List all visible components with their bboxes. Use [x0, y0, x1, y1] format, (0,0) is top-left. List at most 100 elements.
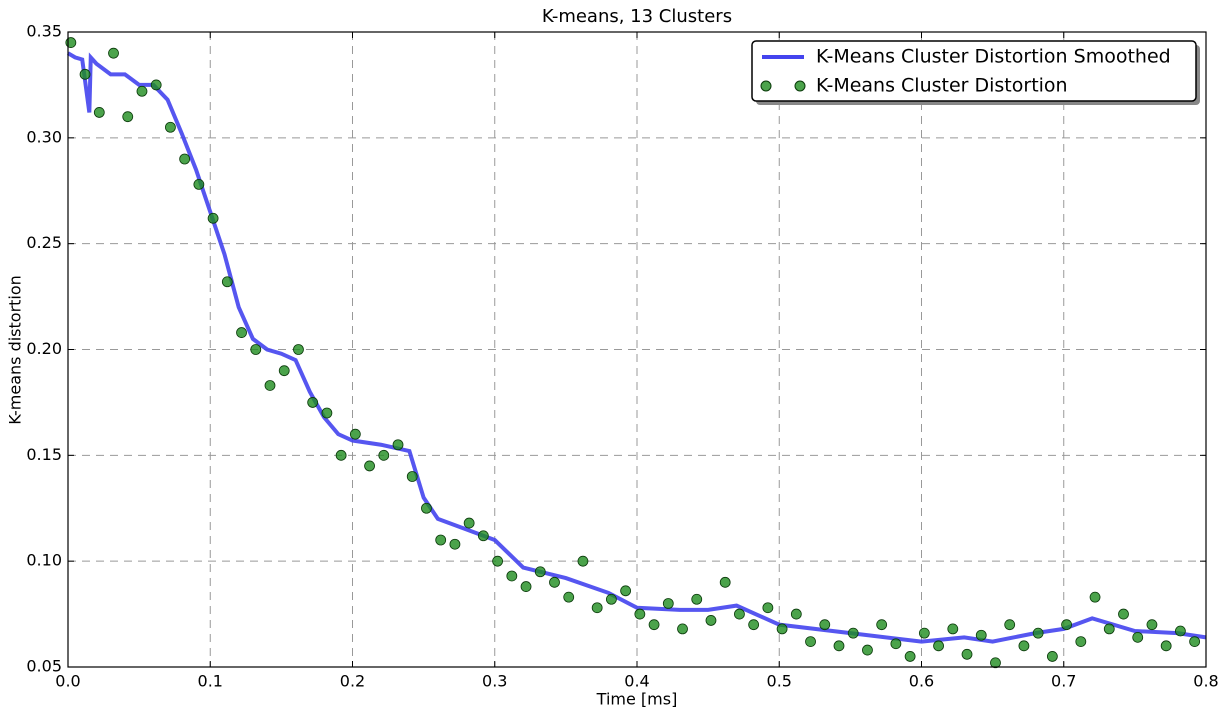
scatter-point: [65, 37, 77, 48]
scatter-point: [918, 627, 930, 639]
scatter-point: [762, 602, 774, 614]
y-tick-label: 0.25: [26, 233, 62, 252]
x-tick-label: 0.3: [482, 672, 507, 691]
scatter-point: [477, 530, 489, 542]
scatter-point: [1089, 591, 1101, 603]
scatter-point: [591, 602, 603, 614]
scatter-point: [307, 397, 319, 408]
legend-label: K-Means Cluster Distortion: [816, 75, 1068, 97]
scatter-point: [108, 47, 119, 59]
scatter-point: [136, 85, 148, 97]
x-tick-label: 0.7: [1051, 672, 1076, 691]
scatter-point: [634, 608, 646, 620]
scatter-point: [449, 538, 461, 550]
scatter-point: [207, 212, 219, 224]
scatter-point: [150, 79, 162, 91]
scatter-point: [193, 178, 205, 190]
scatter-point: [847, 627, 859, 639]
scatter-point: [1189, 636, 1201, 647]
scatter-point: [406, 471, 418, 482]
scatter-point: [250, 344, 262, 355]
scatter-point: [1004, 619, 1016, 631]
scatter-point: [1118, 608, 1129, 620]
y-tick-label: 0.05: [26, 657, 62, 676]
legend-swatch: [760, 80, 772, 92]
scatter-point: [1032, 627, 1044, 639]
scatter-point: [790, 608, 802, 620]
scatter-point: [705, 615, 717, 626]
scatter-point: [122, 111, 134, 123]
y-tick-label: 0.20: [26, 339, 62, 358]
scatter-point: [1075, 636, 1087, 647]
scatter-point: [605, 593, 617, 605]
scatter-point: [1174, 625, 1186, 637]
scatter-point: [179, 153, 191, 165]
legend-label: K-Means Cluster Distortion Smoothed: [816, 46, 1171, 68]
scatter-point: [876, 619, 888, 631]
scatter-point: [1160, 640, 1172, 652]
scatter-point: [93, 107, 105, 118]
scatter-point: [421, 502, 432, 514]
x-tick-label: 0.6: [909, 672, 934, 691]
scatter-point: [435, 534, 447, 546]
smoothed-line: [66, 51, 1207, 644]
scatter-point: [947, 623, 959, 635]
scatter-point: [378, 449, 390, 461]
scatter-point: [1146, 619, 1158, 631]
scatter-point: [933, 640, 944, 652]
legend-swatch: [794, 80, 806, 92]
scatter-point: [349, 428, 361, 440]
scatter-point: [364, 460, 375, 472]
scatter-point: [1132, 631, 1144, 643]
scatter-point: [264, 380, 276, 391]
scatter-point: [1046, 651, 1058, 662]
scatter-point: [506, 570, 518, 582]
scatter-point: [734, 608, 745, 620]
scatter-point: [975, 629, 987, 641]
scatter-point: [293, 344, 304, 355]
scatter-point: [577, 555, 589, 567]
scatter-point: [520, 581, 532, 592]
scatter-point: [662, 598, 674, 609]
y-tick-label: 0.10: [26, 551, 62, 570]
x-tick-label: 0.2: [340, 672, 365, 691]
scatter-point: [819, 619, 831, 631]
x-tick-label: 0.1: [198, 672, 223, 691]
scatter-point: [748, 619, 760, 631]
scatter-point: [79, 68, 91, 80]
scatter-point: [890, 638, 902, 650]
scatter-point: [776, 623, 788, 635]
x-tick-label: 0.0: [55, 672, 80, 691]
scatter-point: [677, 623, 688, 635]
x-axis-label: Time [ms]: [596, 690, 678, 709]
y-tick-label: 0.30: [26, 127, 62, 146]
scatter-point: [961, 648, 973, 660]
x-tick-label: 0.8: [1193, 672, 1218, 691]
scatter-point: [620, 585, 632, 597]
scatter-point: [165, 121, 176, 133]
scatter-point: [691, 593, 703, 605]
x-tick-label: 0.5: [767, 672, 792, 691]
scatter-point: [221, 276, 233, 288]
y-tick-label: 0.15: [26, 445, 62, 464]
scatter-point: [236, 327, 247, 338]
y-tick-label: 0.35: [26, 22, 62, 41]
scatter-point: [1061, 619, 1072, 631]
scatter-point: [719, 576, 731, 588]
scatter-point: [392, 439, 404, 451]
scatter-point: [805, 636, 816, 647]
scatter-point: [463, 517, 475, 529]
scatter-point: [1018, 640, 1030, 652]
scatter-point: [862, 644, 873, 656]
scatter-point: [904, 651, 916, 662]
scatter-point: [321, 407, 333, 419]
scatter-point: [648, 619, 660, 631]
y-axis-label: K-means distortion: [6, 275, 25, 425]
plot-frame: [67, 31, 1207, 668]
legend: [751, 40, 1197, 102]
scatter-point: [335, 449, 347, 461]
x-tick-label: 0.4: [624, 672, 649, 691]
scatter-point: [278, 365, 290, 377]
scatter-point: [1103, 623, 1115, 635]
